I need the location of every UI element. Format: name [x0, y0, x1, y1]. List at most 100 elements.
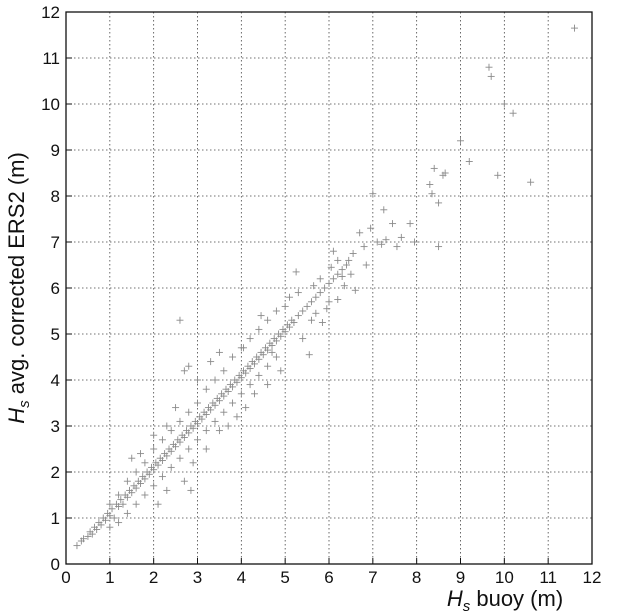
- scatter-point: [334, 296, 342, 303]
- scatter-point: [441, 169, 449, 177]
- scatter-point: [115, 503, 123, 510]
- scatter-point: [141, 459, 149, 467]
- y-axis-label-text: avg. corrected ERS2 (m): [4, 152, 29, 400]
- scatter-point: [215, 348, 223, 356]
- scatter-point: [194, 420, 201, 428]
- y-tick-label: 3: [51, 417, 60, 436]
- scatter-point: [115, 519, 123, 527]
- scatter-point: [380, 206, 388, 214]
- scatter-point: [237, 374, 245, 382]
- scatter-point: [299, 335, 307, 343]
- scatter-point: [312, 309, 320, 317]
- scatter-point: [172, 443, 180, 451]
- scatter-point: [158, 457, 166, 464]
- x-axis-label-text: buoy (m): [470, 586, 563, 611]
- scatter-point: [163, 486, 171, 494]
- scatter-point: [108, 505, 116, 513]
- scatter-point: [406, 220, 414, 228]
- scatter-point: [194, 436, 201, 444]
- scatter-point: [316, 275, 324, 283]
- x-tick-label: 3: [193, 568, 202, 587]
- scatter-point: [150, 445, 158, 453]
- scatter-point: [207, 358, 215, 366]
- scatter-point: [132, 468, 140, 476]
- scatter-point: [349, 250, 357, 257]
- y-tick-label: 4: [51, 371, 60, 390]
- scatter-point: [240, 344, 248, 352]
- scatter-point: [312, 293, 320, 301]
- scatter-point: [202, 385, 210, 393]
- scatter-point: [141, 491, 149, 499]
- scatter-point: [500, 100, 508, 108]
- scatter-point: [292, 268, 300, 276]
- scatter-point: [119, 500, 127, 508]
- x-tick-label: 2: [149, 568, 158, 587]
- scatter-point: [167, 463, 175, 471]
- y-tick-label: 8: [51, 187, 60, 206]
- scatter-point: [307, 298, 315, 306]
- scatter-point: [176, 417, 184, 425]
- scatter-point: [189, 459, 197, 467]
- scatter-point: [224, 388, 232, 395]
- scatter-point: [123, 509, 131, 517]
- scatter-point: [80, 535, 88, 543]
- y-tick-label: 10: [41, 95, 60, 114]
- scatter-point: [172, 404, 180, 412]
- scatter-point: [158, 473, 166, 481]
- scatter-point: [88, 530, 96, 538]
- x-tick-label: 1: [105, 568, 114, 587]
- scatter-point: [220, 408, 228, 416]
- scatter-point: [176, 454, 184, 462]
- scatter-point: [154, 461, 162, 469]
- scatter-point: [211, 401, 219, 409]
- scatter-point: [321, 284, 329, 292]
- scatter-point: [185, 408, 193, 416]
- scatter-point: [360, 243, 368, 251]
- scatter-point: [180, 434, 188, 441]
- y-tick-label: 1: [51, 509, 60, 528]
- scatter-point: [345, 256, 353, 264]
- scatter-point: [194, 399, 201, 407]
- scatter-point: [378, 240, 386, 248]
- scatter-point: [97, 521, 105, 529]
- scatter-point: [264, 316, 272, 324]
- scatter-point: [277, 367, 285, 375]
- y-tick-label: 11: [42, 49, 60, 68]
- x-tick-label: 10: [495, 568, 514, 587]
- x-axis-label-subscript: s: [463, 598, 471, 615]
- scatter-point: [268, 342, 276, 349]
- scatter-point: [242, 404, 250, 412]
- scatter-point: [106, 512, 114, 520]
- y-tick-label: 9: [51, 141, 60, 160]
- scatter-point: [343, 261, 351, 269]
- scatter-point: [176, 438, 184, 446]
- scatter-point: [367, 224, 375, 232]
- scatter-point: [255, 371, 263, 379]
- scatter-point: [123, 493, 131, 501]
- scatter-point: [93, 526, 101, 533]
- x-tick-label: 12: [583, 568, 602, 587]
- scatter-point: [233, 413, 241, 421]
- x-tick-label: 0: [61, 568, 70, 587]
- scatter-point: [163, 422, 171, 430]
- scatter-point: [224, 422, 232, 430]
- scatter-point: [150, 466, 158, 474]
- scatter-point: [272, 337, 280, 345]
- scatter-point: [189, 424, 197, 432]
- scatter-point: [229, 353, 237, 361]
- scatter-point: [259, 351, 267, 359]
- scatter-point: [373, 238, 381, 246]
- scatter-point: [154, 500, 162, 508]
- scatter-point: [294, 289, 302, 297]
- scatter-point: [101, 516, 109, 524]
- scatter-point: [73, 542, 81, 550]
- scatter-point: [305, 351, 313, 359]
- scatter-point: [397, 233, 405, 241]
- scatter-point: [237, 390, 245, 398]
- scatter-point: [290, 319, 298, 326]
- scatter-point: [211, 376, 219, 384]
- scatter-point: [389, 220, 397, 228]
- scatter-point: [137, 480, 145, 487]
- scatter-point: [202, 427, 210, 435]
